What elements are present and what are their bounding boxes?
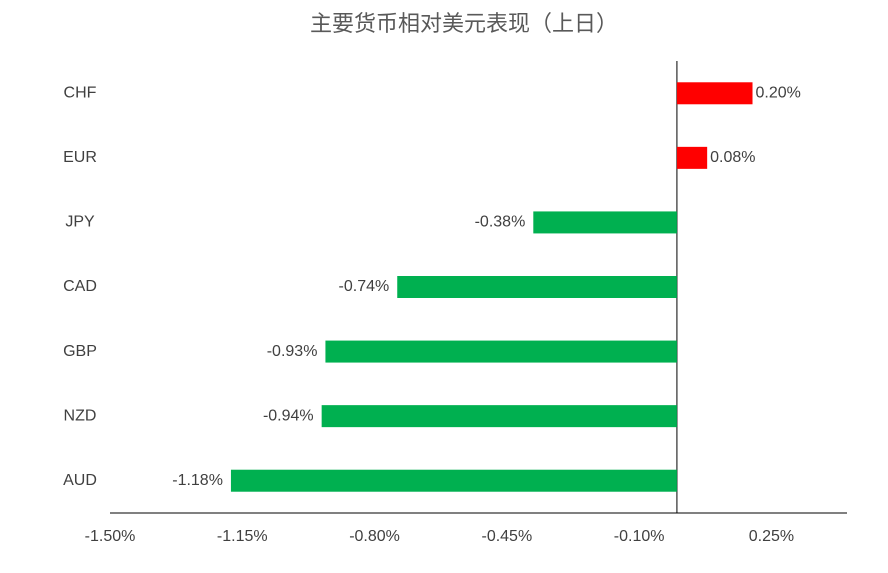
y-tick-label: EUR bbox=[63, 149, 97, 166]
y-tick-label: GBP bbox=[63, 343, 97, 360]
value-label: -0.38% bbox=[475, 214, 526, 231]
value-label: -0.74% bbox=[339, 278, 390, 295]
value-label: 0.20% bbox=[756, 85, 801, 102]
y-tick-label: JPY bbox=[65, 214, 95, 231]
value-label: -0.93% bbox=[267, 343, 318, 360]
x-tick-label: -0.45% bbox=[481, 528, 532, 545]
bar bbox=[321, 405, 677, 428]
value-label: -0.94% bbox=[263, 407, 314, 424]
x-tick-label: -0.10% bbox=[614, 528, 665, 545]
value-label: 0.08% bbox=[710, 149, 755, 166]
chart-title: 主要货币相对美元表现（上日） bbox=[310, 11, 618, 36]
bar bbox=[397, 276, 677, 298]
value-label: -1.18% bbox=[172, 472, 223, 489]
bar bbox=[676, 146, 708, 169]
y-tick-label: AUD bbox=[63, 472, 97, 489]
x-tick-label: 0.25% bbox=[749, 528, 794, 545]
y-tick-label: CHF bbox=[64, 85, 97, 102]
x-tick-label: -1.15% bbox=[217, 528, 268, 545]
x-tick-label: -0.80% bbox=[349, 528, 400, 545]
bar bbox=[533, 211, 677, 234]
y-tick-label: CAD bbox=[63, 278, 97, 295]
bar bbox=[230, 469, 677, 492]
x-tick-label: -1.50% bbox=[85, 528, 136, 545]
y-tick-label: NZD bbox=[64, 407, 97, 424]
bar bbox=[676, 82, 753, 105]
bar bbox=[325, 340, 677, 363]
